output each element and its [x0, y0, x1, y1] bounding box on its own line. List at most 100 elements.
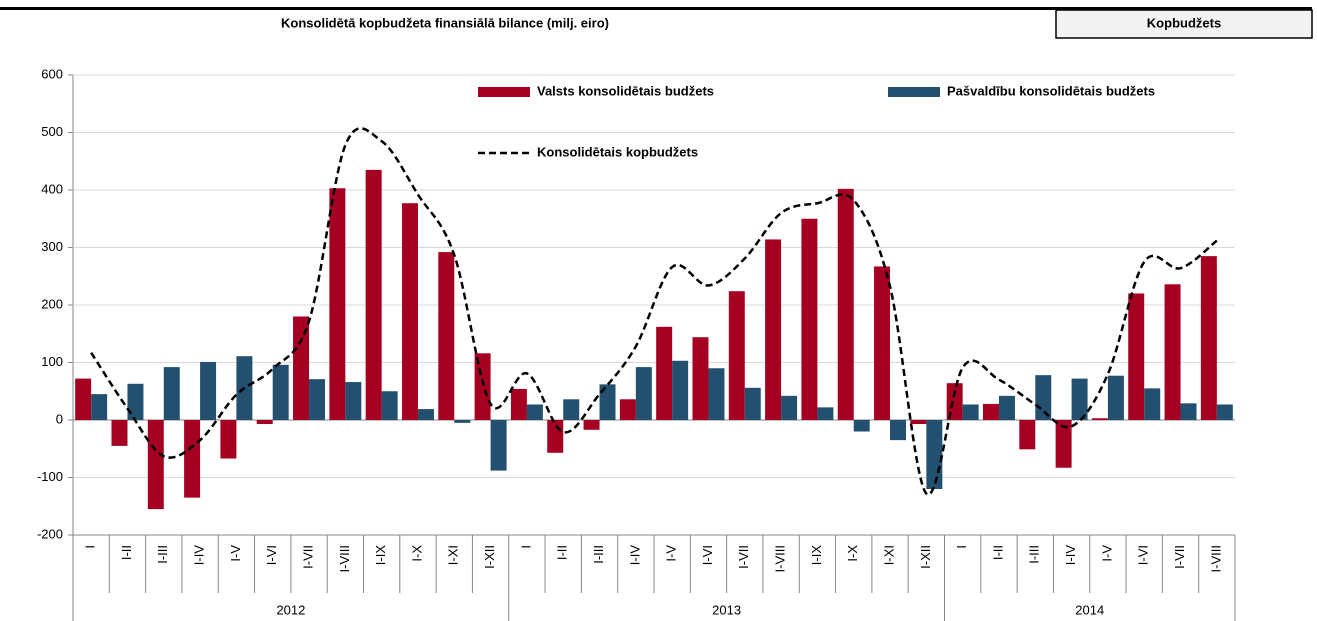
chart-title: Konsolidētā kopbudžeta finansiālā bilanc…: [281, 15, 609, 30]
bar: [184, 420, 201, 498]
bar: [127, 383, 144, 420]
bar: [147, 420, 164, 510]
bar: [1216, 404, 1233, 420]
bar: [563, 399, 580, 420]
bar: [256, 420, 273, 425]
x-tick-label: I-IX: [373, 545, 388, 566]
bar: [853, 420, 870, 432]
x-tick-label: I-V: [228, 545, 243, 562]
header-box-label: Kopbudžets: [1147, 15, 1221, 30]
y-tick-label: 400: [41, 181, 63, 196]
bar: [1019, 420, 1036, 450]
y-tick-label: 500: [41, 124, 63, 139]
x-tick-label: I-IV: [627, 545, 642, 566]
bar: [910, 420, 927, 425]
x-tick-label: I-VI: [1136, 545, 1151, 565]
bar: [547, 420, 564, 453]
bar: [982, 403, 999, 420]
bar: [656, 326, 673, 420]
x-tick-label: I-XII: [482, 545, 497, 569]
group-label: 2012: [276, 602, 305, 617]
bar: [200, 361, 217, 420]
bar: [526, 404, 543, 420]
x-tick-label: I-VII: [736, 545, 751, 569]
bar: [781, 395, 798, 420]
x-tick-label: I-XI: [446, 545, 461, 565]
group-label: 2014: [1075, 602, 1104, 617]
bar: [454, 420, 471, 423]
x-tick-label: I-VII: [1172, 545, 1187, 569]
bar: [345, 382, 362, 420]
x-tick-label: I-VIII: [1208, 545, 1223, 572]
bar: [1200, 256, 1217, 420]
x-tick-label: I-IV: [192, 545, 207, 566]
y-tick-label: 100: [41, 354, 63, 369]
header-rule: [0, 7, 1312, 10]
bar: [599, 384, 616, 420]
bar: [1035, 375, 1052, 420]
x-tick-label: I-X: [409, 545, 424, 562]
bar: [672, 360, 689, 420]
x-tick-label: I-III: [591, 545, 606, 564]
y-tick-label: -200: [37, 526, 63, 541]
x-tick-label: I-VI: [700, 545, 715, 565]
bar: [163, 367, 180, 420]
bar: [926, 420, 943, 489]
bar: [619, 399, 636, 420]
x-tick-label: I-II: [990, 545, 1005, 560]
legend-label: Konsolidētais kopbudžets: [537, 144, 698, 159]
y-tick-label: 600: [41, 66, 63, 81]
bar: [635, 367, 652, 420]
bar: [583, 420, 600, 430]
x-tick-label: I-VI: [264, 545, 279, 565]
bar: [381, 391, 398, 420]
bar: [744, 387, 761, 420]
bar: [111, 420, 128, 446]
bar: [293, 316, 310, 420]
legend-label: Valsts konsolidētais budžets: [537, 83, 714, 98]
y-tick-label: -100: [37, 469, 63, 484]
legend-label: Pašvaldību konsolidētais budžets: [947, 83, 1155, 98]
x-tick-label: I: [83, 545, 98, 549]
bar: [1180, 403, 1197, 420]
x-tick-label: I-V: [1099, 545, 1114, 562]
bar: [1055, 420, 1072, 468]
bar: [510, 388, 527, 420]
y-tick-label: 0: [56, 411, 63, 426]
bar: [817, 407, 834, 420]
x-tick-label: I-IX: [809, 545, 824, 566]
group-label: 2013: [712, 602, 741, 617]
bar: [365, 169, 382, 420]
bar: [874, 266, 891, 420]
bar: [728, 291, 745, 420]
bar: [801, 218, 818, 420]
bar: [401, 203, 418, 420]
bar: [438, 252, 455, 420]
x-tick-label: I: [518, 545, 533, 549]
bar: [309, 379, 326, 420]
bar: [890, 420, 907, 441]
x-tick-label: I-III: [155, 545, 170, 564]
x-tick-label: I: [954, 545, 969, 549]
bar: [946, 383, 963, 420]
x-tick-label: I-V: [664, 545, 679, 562]
x-tick-label: I-VIII: [773, 545, 788, 572]
bar: [1071, 378, 1088, 420]
bar: [490, 420, 507, 471]
bar: [962, 404, 979, 420]
x-tick-label: I-VIII: [337, 545, 352, 572]
bar: [1128, 293, 1145, 420]
y-tick-label: 200: [41, 296, 63, 311]
bar: [708, 368, 725, 420]
x-tick-label: I-XII: [918, 545, 933, 569]
bar: [1164, 284, 1181, 420]
bar: [272, 364, 289, 420]
bar: [765, 239, 782, 420]
bar: [692, 337, 709, 420]
bar: [1144, 388, 1161, 420]
x-tick-label: I-XI: [881, 545, 896, 565]
bar: [837, 188, 854, 420]
x-tick-label: I-II: [555, 545, 570, 560]
x-tick-label: I-VII: [300, 545, 315, 569]
